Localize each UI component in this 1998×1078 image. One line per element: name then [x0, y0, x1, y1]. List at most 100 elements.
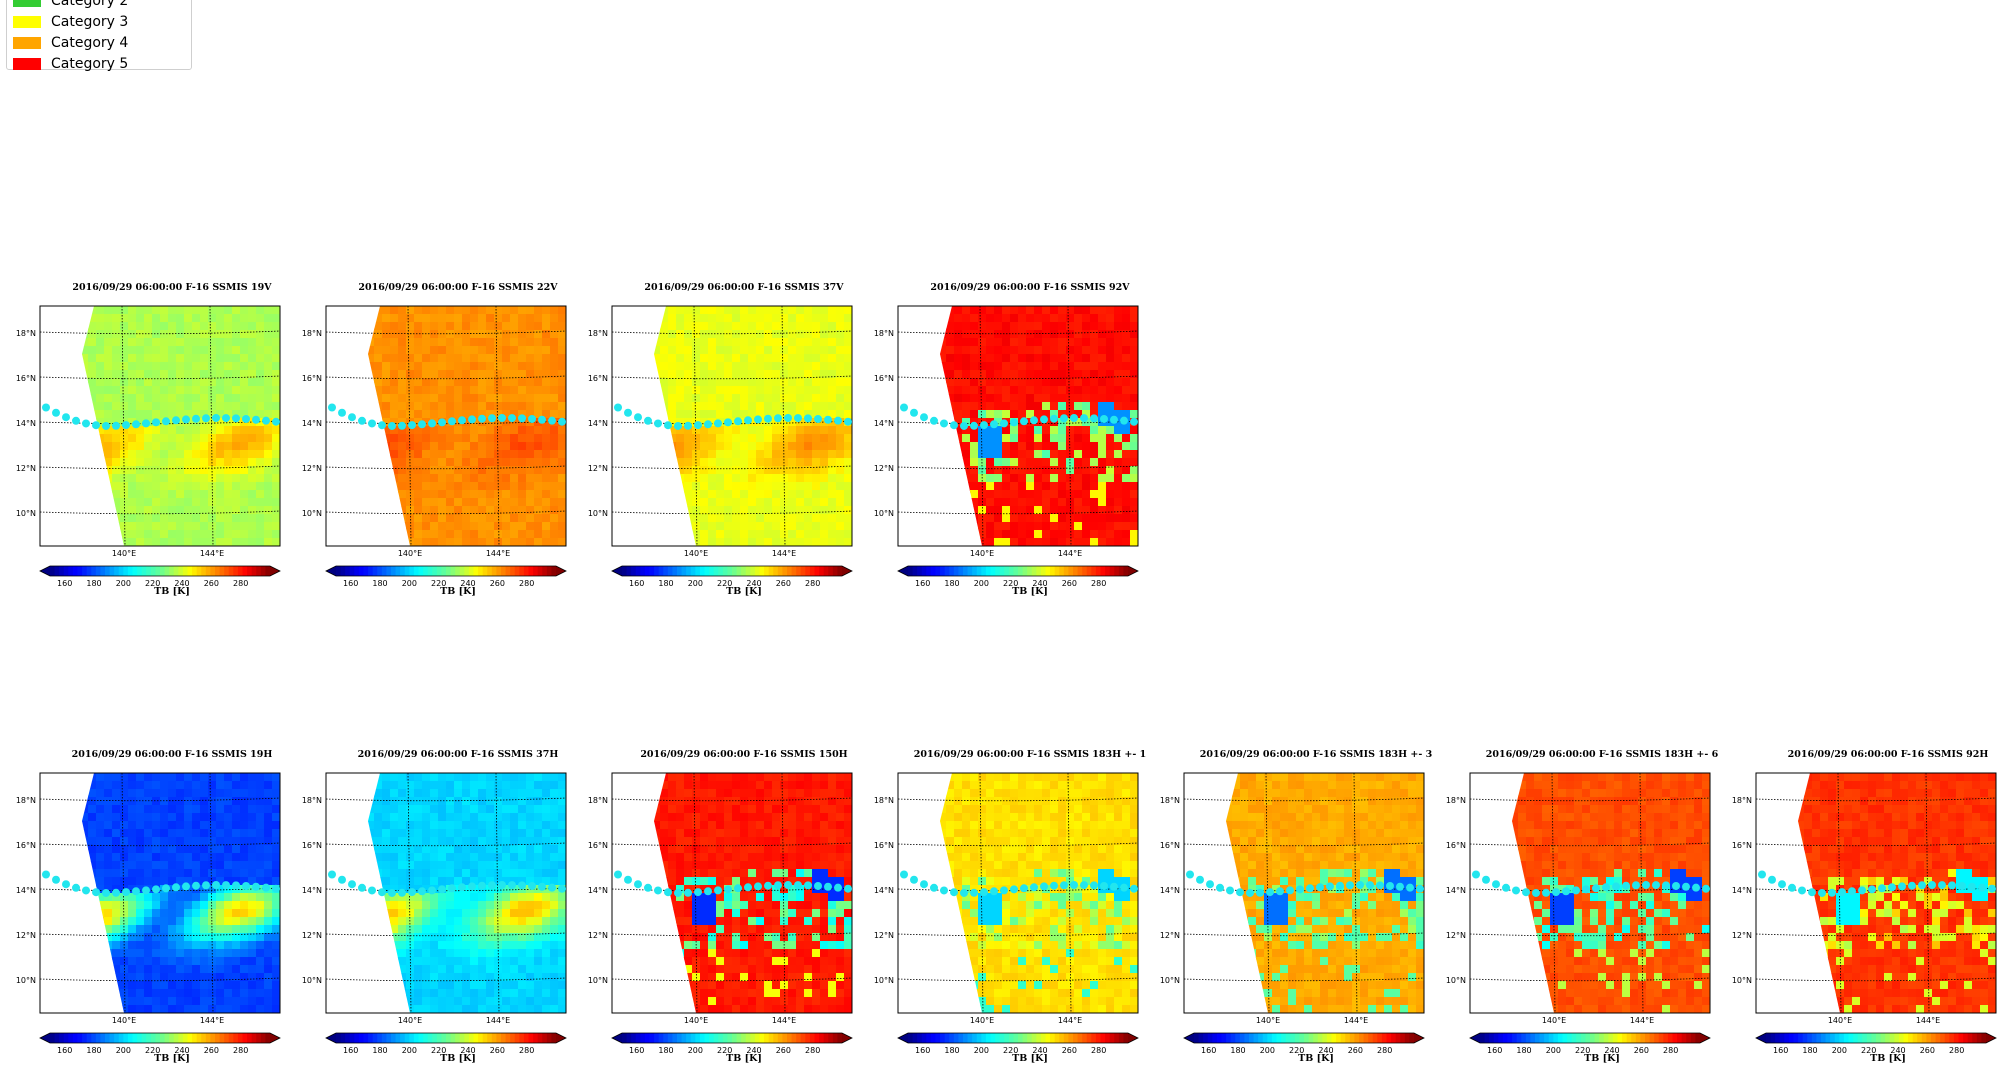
lat-tick-label: 18°N [1446, 796, 1466, 805]
track-point [458, 416, 466, 425]
track-point [122, 421, 130, 430]
colorbar-tick-label: 160 [1773, 1046, 1788, 1055]
colorbar-tick-label: 200 [974, 579, 989, 588]
track-point [844, 884, 852, 893]
colorbar-tick-label: 280 [233, 1046, 248, 1055]
lat-tick-label: 14°N [1160, 886, 1180, 895]
colorbar [611, 1032, 853, 1044]
track-point [970, 888, 978, 897]
track-point [92, 421, 100, 430]
colorbar-tick-label: 220 [1003, 1046, 1018, 1055]
track-point [1120, 416, 1128, 425]
colorbar [897, 565, 1139, 577]
lon-tick-label: 144°E [200, 1016, 224, 1025]
track-point [694, 421, 702, 430]
track-point [990, 420, 998, 429]
colorbar-label: TB [K] [726, 586, 762, 597]
track-point [438, 885, 446, 894]
lat-tick-label: 12°N [16, 464, 36, 473]
track-point [1542, 888, 1550, 897]
track-point [272, 884, 280, 893]
colorbar [39, 565, 281, 577]
colorbar-tick-label: 260 [1062, 1046, 1077, 1055]
lon-tick-label: 144°E [1058, 1016, 1082, 1025]
colorbar-tick-label: 260 [1062, 579, 1077, 588]
category-legend: Category 2 Category 3 Category 4 Category 5 [6, 0, 192, 72]
track-point [1030, 883, 1038, 892]
lat-tick-label: 14°N [874, 419, 894, 428]
track-point [1256, 888, 1264, 897]
lon-tick-label: 140°E [1542, 1016, 1566, 1025]
colorbar-tick-label: 200 [1260, 1046, 1275, 1055]
colorbar-tick-label: 180 [86, 579, 101, 588]
lat-tick-label: 16°N [16, 374, 36, 383]
track-point [1356, 881, 1364, 890]
track-point [1000, 886, 1008, 895]
track-point [368, 886, 376, 895]
channel-panel: 2016/09/29 06:00:00 F-16 SSMIS 183H +- 1… [858, 745, 1146, 1064]
track-point [1020, 884, 1028, 893]
colorbar-tick-label: 260 [1920, 1046, 1935, 1055]
track-point [834, 416, 842, 425]
track-point [1788, 883, 1796, 892]
track-point [834, 883, 842, 892]
track-point [940, 419, 948, 428]
track-point [1266, 888, 1274, 897]
map-frame [1755, 772, 1997, 1014]
map-frame [611, 772, 853, 1014]
lat-tick-label: 14°N [1732, 886, 1752, 895]
colorbar-label: TB [K] [1012, 1053, 1048, 1064]
track-point [418, 420, 426, 429]
colorbar-tick-label: 220 [1003, 579, 1018, 588]
track-point [1828, 888, 1836, 897]
lon-tick-label: 144°E [1630, 1016, 1654, 1025]
track-point [1040, 882, 1048, 891]
track-point [1326, 882, 1334, 891]
track-point [1376, 881, 1384, 890]
track-point [764, 881, 772, 890]
lat-tick-label: 10°N [1446, 976, 1466, 985]
channel-panel: 2016/09/29 06:00:00 F-16 SSMIS 150H 18°N 1… [572, 745, 857, 1064]
colorbar-tick-label: 260 [1348, 1046, 1363, 1055]
panel-title: 2016/09/29 06:00:00 F-16 SSMIS 37H [357, 749, 559, 760]
lat-tick-label: 10°N [1160, 976, 1180, 985]
colorbar-tick-label: 240 [1604, 1046, 1619, 1055]
track-point [162, 884, 170, 893]
track-point [950, 888, 958, 897]
track-point [704, 887, 712, 896]
track-point [252, 882, 260, 891]
channel-panel: 2016/09/29 06:00:00 F-16 SSMIS 92H 18°N 16… [1716, 745, 1998, 1064]
colorbar-tick-label: 160 [57, 1046, 72, 1055]
track-point [1968, 882, 1976, 891]
lat-tick-label: 12°N [302, 931, 322, 940]
track-point [910, 875, 918, 884]
colorbar-tick-label: 160 [1487, 1046, 1502, 1055]
track-point [1346, 881, 1354, 890]
lat-tick-label: 14°N [302, 886, 322, 895]
track-point [1080, 881, 1088, 890]
track-point [910, 408, 918, 417]
track-point [508, 414, 516, 423]
lat-tick-label: 10°N [302, 976, 322, 985]
track-point [1758, 870, 1766, 879]
lat-tick-label: 18°N [874, 329, 894, 338]
track-point [1186, 870, 1194, 879]
track-point [1386, 881, 1394, 890]
colorbar-tick-label: 160 [629, 579, 644, 588]
track-point [734, 884, 742, 893]
brightness-temperature-map: 18°N 16°N 14°N 12°N 10°N 140°E 144°E 160 180 200 2… [1160, 772, 1425, 1055]
track-point [1768, 875, 1776, 884]
track-point [202, 881, 210, 890]
track-point [548, 416, 556, 425]
track-point [52, 408, 60, 417]
track-point [1050, 881, 1058, 890]
track-point [1672, 881, 1680, 890]
track-point [478, 881, 486, 890]
lon-tick-label: 140°E [1256, 1016, 1280, 1025]
lon-tick-label: 144°E [1916, 1016, 1940, 1025]
legend-item: Category 3 [13, 12, 128, 32]
colorbar-tick-label: 260 [490, 579, 505, 588]
track-point [142, 419, 150, 428]
track-point [1948, 881, 1956, 890]
lat-tick-label: 10°N [302, 509, 322, 518]
